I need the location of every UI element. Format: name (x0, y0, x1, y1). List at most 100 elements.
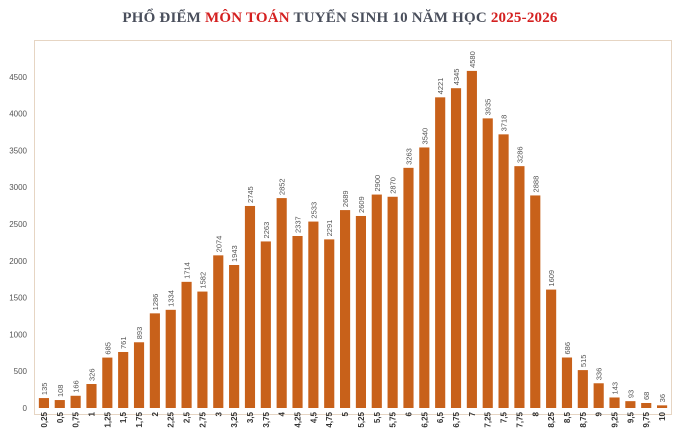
x-tick-label: 3 (214, 411, 223, 416)
x-tick-label: 7 (468, 411, 477, 416)
x-tick-label: 7,25 (484, 411, 493, 427)
data-label: 686 (563, 342, 572, 355)
bar (260, 241, 271, 408)
bar (498, 134, 509, 408)
data-label: 2888 (531, 176, 540, 193)
data-label: 685 (103, 342, 112, 355)
bar (54, 400, 65, 408)
x-tick-label: 4 (278, 411, 287, 416)
bar (514, 166, 525, 408)
x-tick-label: 8,25 (547, 411, 556, 427)
y-tick-label: 2500 (9, 220, 27, 229)
x-tick-label: 10 (658, 411, 667, 420)
bar (450, 88, 462, 408)
data-label: 143 (611, 382, 620, 395)
data-label: 2870 (389, 177, 398, 194)
x-tick-label: 0,25 (40, 411, 49, 427)
x-tick-label: 2 (151, 411, 160, 416)
data-label: 135 (40, 383, 49, 396)
bar (340, 210, 351, 408)
x-tick-label: 1 (87, 411, 96, 416)
x-tick-label: 3,75 (262, 411, 271, 427)
bar (546, 289, 557, 408)
data-label: 2609 (357, 196, 366, 213)
bar (482, 118, 493, 408)
x-tick-label: 9,25 (611, 411, 620, 427)
x-tick-label: 9 (595, 411, 604, 416)
data-label: 893 (135, 327, 144, 340)
x-tick-label: 2,75 (198, 411, 207, 427)
bar (403, 167, 414, 408)
x-tick-label: 8,75 (579, 411, 588, 427)
y-tick-label: 4000 (9, 110, 27, 119)
data-label: 1582 (198, 272, 207, 289)
x-tick-label: 5,25 (357, 411, 366, 427)
title-part-2: MÔN TOÁN (205, 10, 290, 26)
bar (292, 235, 303, 408)
bar (561, 357, 573, 408)
data-label: 3935 (484, 99, 493, 116)
bar (387, 196, 398, 408)
bar (609, 397, 620, 408)
data-label: 4345 (452, 69, 461, 86)
y-tick-label: 4500 (9, 73, 27, 82)
data-label: 68 (642, 392, 651, 400)
x-tick-label: 2,25 (167, 411, 176, 427)
x-tick-label: 6,5 (436, 411, 445, 423)
x-tick-label: 3,25 (230, 411, 239, 427)
bar (197, 291, 208, 408)
y-tick-label: 3500 (9, 146, 27, 155)
data-label: 3718 (500, 115, 509, 132)
bar (102, 357, 113, 408)
bar (324, 239, 335, 408)
bar (530, 195, 541, 408)
x-tick-label: 9,75 (642, 411, 651, 427)
bar (86, 384, 97, 408)
title-part-4: 2025-2026 (490, 10, 558, 26)
bar (435, 97, 446, 408)
y-tick-label: 500 (14, 367, 28, 376)
bar (38, 398, 49, 408)
data-label: 2533 (309, 202, 318, 219)
x-tick-label: 3,5 (246, 411, 255, 423)
data-label: 4580 (468, 51, 477, 68)
bar (577, 370, 588, 408)
x-tick-label: 7,5 (500, 411, 509, 423)
y-tick-label: 1500 (9, 294, 27, 303)
bar (355, 215, 366, 408)
data-label: 1334 (167, 290, 176, 307)
data-label: 2745 (246, 186, 255, 203)
bar (466, 70, 477, 409)
data-label: 761 (119, 336, 128, 349)
data-label: 2689 (341, 190, 350, 207)
data-label: 108 (56, 385, 65, 398)
x-tick-label: 6,75 (452, 411, 461, 427)
data-label: 36 (658, 394, 667, 402)
bar (657, 405, 668, 408)
chart-frame (34, 40, 672, 415)
data-label: 1943 (230, 245, 239, 262)
x-tick-label: 1,25 (103, 411, 112, 427)
data-label: 3263 (404, 148, 413, 165)
x-tick-label: 1,5 (119, 411, 128, 423)
data-label: 336 (595, 368, 604, 381)
title-part-3: TUYỂN SINH 10 NĂM HỌC (289, 10, 491, 26)
x-tick-label: 5,5 (373, 411, 382, 423)
x-tick-label: 6,25 (420, 411, 429, 427)
x-tick-label: 1,75 (135, 411, 144, 427)
data-label: 2900 (373, 175, 382, 192)
bar (165, 309, 176, 408)
x-tick-label: 9,5 (626, 411, 635, 423)
data-label: 93 (626, 390, 635, 398)
data-label: 2852 (278, 178, 287, 195)
bar (276, 198, 287, 408)
bar (625, 401, 636, 408)
bar (133, 342, 145, 408)
data-label: 326 (87, 368, 96, 381)
x-tick-label: 2,5 (183, 411, 192, 423)
y-tick-label: 2000 (9, 257, 27, 266)
data-label: 515 (579, 355, 588, 368)
title-part-1: PHỔ ĐIỂM (122, 10, 205, 26)
x-tick-label: 5,75 (389, 411, 398, 427)
